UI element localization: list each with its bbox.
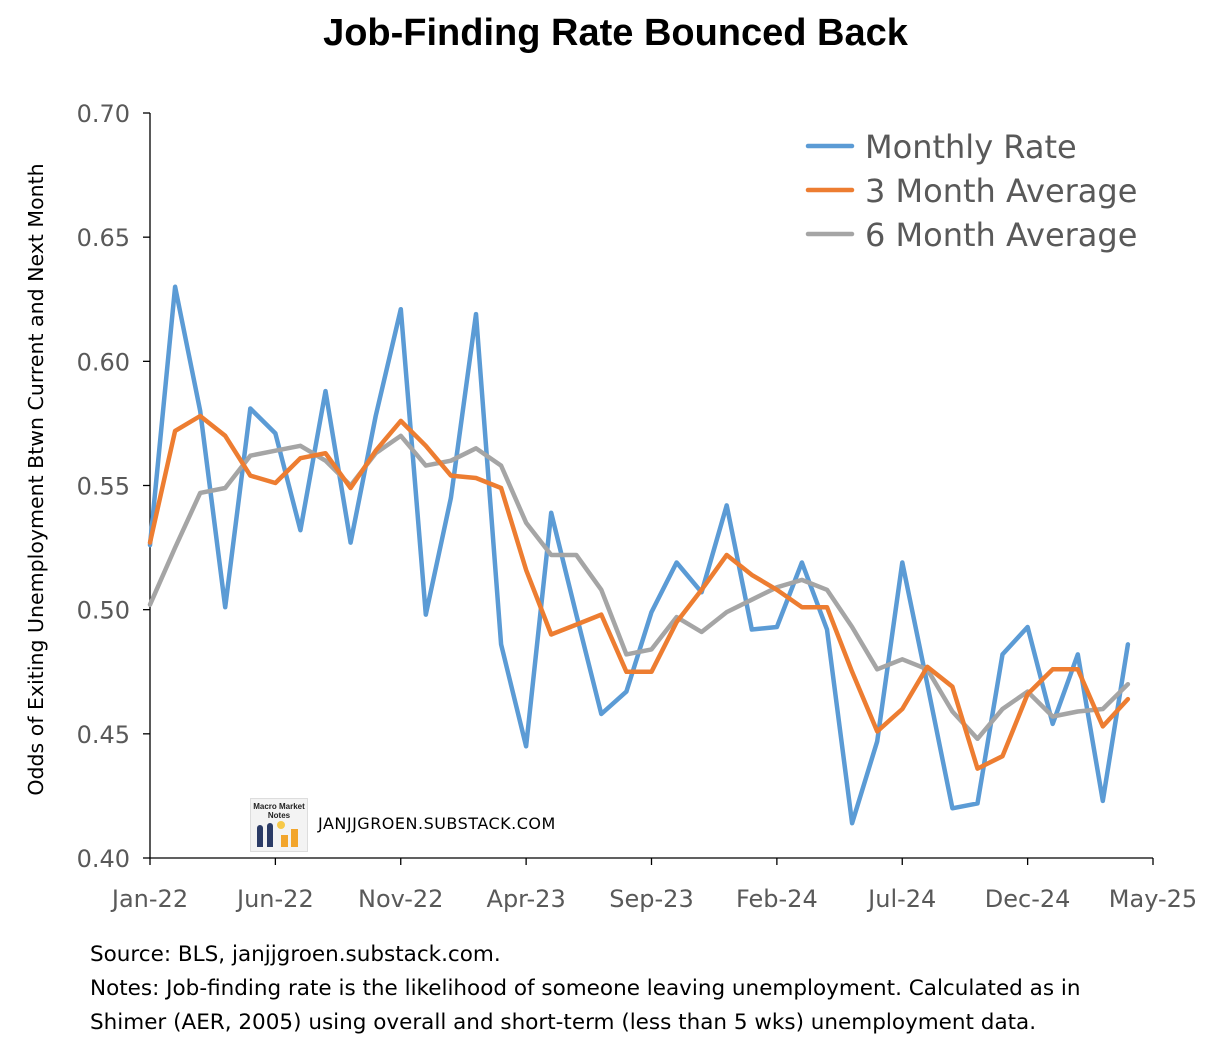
macro-market-notes-logo: Macro Market Notes	[250, 798, 308, 852]
series-line-6-month-average	[147, 433, 1131, 742]
logo-figure-icon	[267, 823, 273, 847]
watermark-site: JANJJGROEN.SUBSTACK.COM	[318, 814, 556, 833]
logo-bar-icon	[281, 835, 288, 847]
x-tick-label: Sep-23	[609, 885, 693, 913]
notes-line-2: Shimer (AER, 2005) using overall and sho…	[90, 1010, 1037, 1035]
x-tick-label: Jul-24	[866, 885, 936, 913]
y-tick-label: 0.45	[77, 721, 130, 749]
y-axis-label: Odds of Exiting Unemployment Btwn Curren…	[24, 163, 48, 795]
x-tick-label: Jun-22	[235, 885, 314, 913]
y-tick-label: 0.55	[77, 473, 130, 501]
x-tick-label: Jan-22	[110, 885, 188, 913]
logo-bar-icon	[291, 829, 298, 847]
legend-label: 6 Month Average	[865, 216, 1137, 254]
legend-label: Monthly Rate	[865, 128, 1077, 166]
logo-text: Macro Market Notes	[253, 802, 305, 820]
legend-label: 3 Month Average	[865, 172, 1137, 210]
line-chart: 0.40 0.45 0.50 0.55 0.60 0.65 0.70 Jan-22 Jun-22…	[24, 100, 1197, 913]
source-note: Source: BLS, janjjgroen.substack.com.	[90, 942, 501, 967]
y-tick-label: 0.65	[77, 224, 130, 252]
chart-footer: Source: BLS, janjjgroen.substack.com. No…	[90, 938, 1210, 1040]
x-tick-label: Feb-24	[736, 885, 818, 913]
y-tick-label: 0.50	[77, 597, 130, 625]
notes-line-1: Notes: Job-finding rate is the likelihoo…	[90, 976, 1081, 1001]
series-line-monthly-rate	[147, 284, 1131, 826]
x-tick-label: May-25	[1109, 885, 1197, 913]
series-line-3-month-average	[147, 413, 1131, 771]
y-tick-label: 0.40	[77, 845, 130, 873]
x-tick-label: Apr-23	[487, 885, 566, 913]
logo-figure-icon	[257, 825, 263, 847]
y-tick-label: 0.60	[77, 348, 130, 376]
logo-coin-icon	[277, 821, 285, 829]
x-tick-label: Nov-22	[358, 885, 443, 913]
chart-title: Job-Finding Rate Bounced Back	[323, 12, 908, 54]
y-tick-label: 0.70	[77, 100, 130, 128]
x-tick-label: Dec-24	[985, 885, 1071, 913]
